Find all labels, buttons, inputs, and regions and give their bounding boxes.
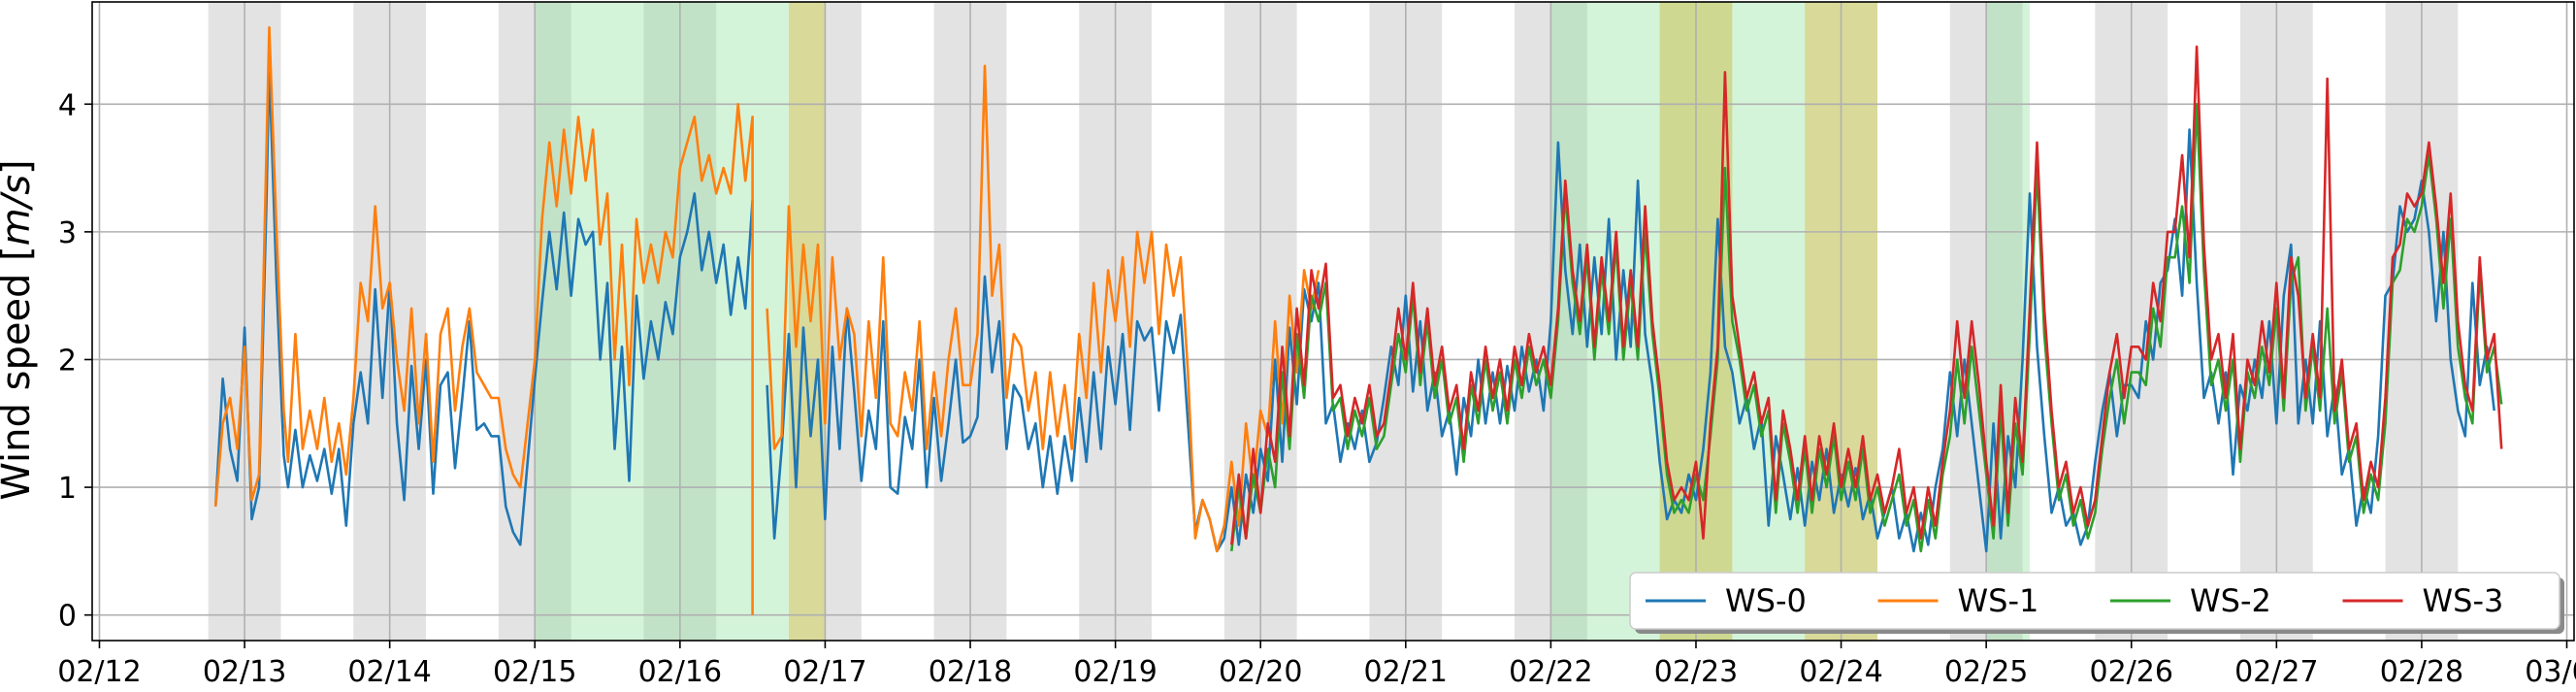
x-axis-ticks: 02/12 02/13 02/14 02/15 02/16 02/17 02/18 02/19…: [57, 641, 2576, 689]
y-axis-label-unit: m/s: [0, 175, 39, 246]
y-tick-label: 0: [58, 600, 77, 634]
series-line-ws-3: [1230, 45, 2503, 545]
x-tick-label: 02/27: [2234, 655, 2318, 689]
series-line-ws-1: [213, 26, 1321, 615]
x-tick-label: 03/01: [2525, 655, 2576, 689]
x-tick-label: 02/20: [1219, 655, 1302, 689]
x-tick-label: 02/12: [57, 655, 141, 689]
x-tick-label: 02/16: [638, 655, 722, 689]
x-tick-label: 02/23: [1654, 655, 1738, 689]
x-tick-label: 02/13: [203, 655, 286, 689]
x-tick-label: 02/17: [783, 655, 866, 689]
series-lines: [213, 26, 2503, 615]
grid-lines: [92, 2, 2574, 641]
x-tick-label: 02/15: [493, 655, 576, 689]
period-shading: [208, 2, 2459, 641]
x-tick-label: 02/26: [2090, 655, 2173, 689]
y-axis-label-text: Wind speed [: [0, 246, 39, 500]
x-tick-label: 02/18: [929, 655, 1012, 689]
x-tick-label: 02/22: [1509, 655, 1592, 689]
legend-label-ws-2: WS-2: [2190, 582, 2271, 619]
x-tick-label: 02/14: [347, 655, 431, 689]
x-tick-label: 02/21: [1364, 655, 1448, 689]
legend-box: [1629, 572, 2560, 630]
y-tick-label: 1: [58, 472, 77, 506]
y-axis-label-close: ]: [0, 159, 39, 175]
y-axis-label: Wind speed [m/s]: [0, 159, 39, 500]
series-line-ws-0: [213, 64, 2495, 553]
x-tick-label: 02/24: [1799, 655, 1882, 689]
legend-label-ws-0: WS-0: [1725, 582, 1807, 619]
y-tick-label: 3: [58, 216, 77, 250]
x-tick-label: 02/19: [1073, 655, 1157, 689]
y-tick-label: 2: [58, 344, 77, 378]
plot-frame: [91, 1, 2575, 642]
y-axis-ticks: 0 1 2 3 4: [58, 88, 92, 634]
x-tick-label: 02/25: [1944, 655, 2028, 689]
x-tick-label: 02/28: [2380, 655, 2463, 689]
legend: WS-0 WS-1 WS-2 WS-3: [1629, 572, 2564, 634]
y-tick-label: 4: [58, 88, 77, 122]
legend-label-ws-1: WS-1: [1958, 582, 2039, 619]
legend-label-ws-3: WS-3: [2423, 582, 2504, 619]
